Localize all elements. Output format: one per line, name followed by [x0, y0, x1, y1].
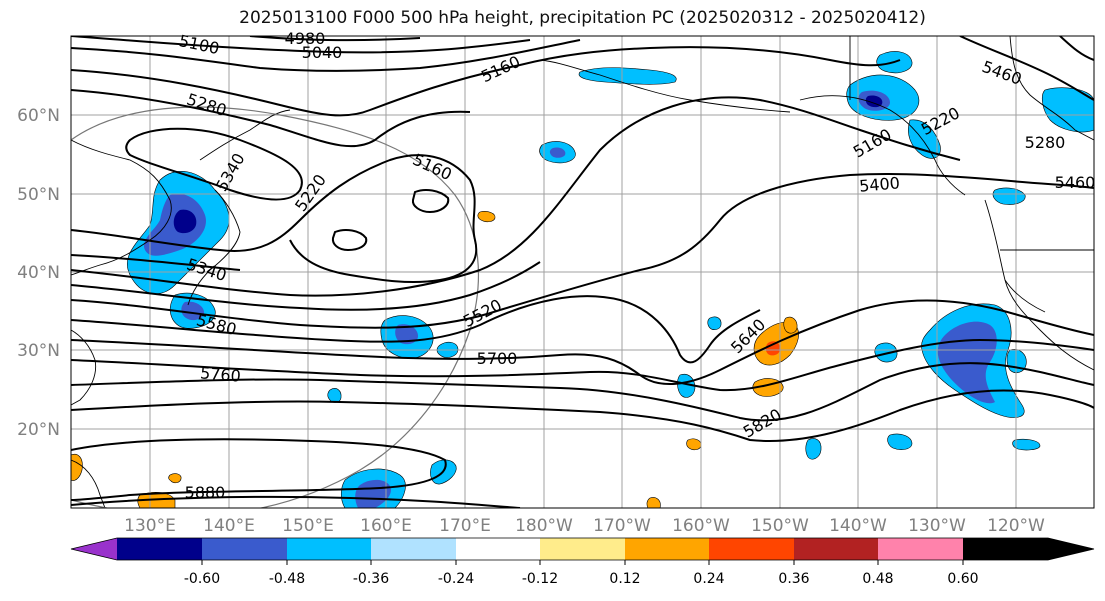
contour-label: 4980	[285, 29, 326, 48]
precipitation-shading	[71, 51, 1094, 508]
contour-label: 5400	[858, 173, 900, 195]
contour-label: 5700	[477, 349, 518, 368]
plot-frame	[70, 35, 1095, 509]
contour-label: 5460	[980, 57, 1025, 89]
lon-label-150w: 150°W	[751, 516, 809, 536]
colorbar: -0.60 -0.48 -0.36 -0.24 -0.12 0.12 0.24 …	[70, 537, 1095, 587]
lon-label-130e: 130°E	[124, 516, 176, 536]
colorbar-swatch	[540, 538, 625, 560]
colorbar-swatch	[117, 538, 202, 560]
colorbar-outline	[70, 537, 1095, 561]
colorbar-tick-label: 0.48	[862, 571, 893, 587]
contour-label: 5160	[410, 150, 455, 184]
colorbar-tick-label: -0.48	[269, 571, 305, 587]
coastlines	[71, 36, 1094, 508]
lon-label-180w: 180°W	[515, 516, 573, 536]
lat-label-60n: 60°N	[17, 106, 60, 126]
colorbar-swatch	[625, 538, 709, 560]
colorbar-swatch	[456, 538, 540, 560]
lat-label-40n: 40°N	[17, 263, 60, 283]
colorbar-swatch	[794, 538, 878, 560]
contour-label: 5280	[1025, 133, 1066, 152]
colorbar-swatch	[287, 538, 371, 560]
lon-label-160w: 160°W	[672, 516, 730, 536]
lon-label-140w: 140°W	[829, 516, 887, 536]
lat-label-30n: 30°N	[17, 341, 60, 361]
lon-label-130w: 130°W	[908, 516, 966, 536]
lat-label-50n: 50°N	[17, 185, 60, 205]
colorbar-tick-label: 0.12	[609, 571, 640, 587]
contour-label: 5340	[212, 150, 249, 195]
colorbar-tick-label: 0.60	[947, 571, 978, 587]
lon-label-160e: 160°E	[360, 516, 412, 536]
contour-label: 5820	[740, 405, 785, 442]
colorbar-tick-label: 0.24	[693, 571, 724, 587]
colorbar-tick-label: -0.36	[353, 571, 389, 587]
contour-label: 5220	[918, 103, 963, 139]
colorbar-tick-label: -0.60	[184, 571, 220, 587]
colorbar-tick-label: -0.24	[438, 571, 474, 587]
colorbar-swatch	[878, 538, 963, 560]
contour-label: 5460	[1055, 173, 1096, 192]
lon-label-150e: 150°E	[282, 516, 334, 536]
lon-label-140e: 140°E	[203, 516, 255, 536]
contour-label: 5580	[194, 310, 238, 339]
lon-label-120w: 120°W	[987, 516, 1045, 536]
colorbar-swatch	[202, 538, 287, 560]
lon-label-170w: 170°W	[593, 516, 651, 536]
contour-label: 5880	[185, 483, 226, 502]
contour-label: 5760	[199, 363, 241, 385]
colorbar-swatch	[371, 538, 456, 560]
lat-label-20n: 20°N	[17, 420, 60, 440]
map-title: 2025013100 F000 500 hPa height, precipit…	[239, 8, 926, 28]
lon-label-170e: 170°E	[439, 516, 491, 536]
contour-label: 5520	[460, 295, 505, 331]
colorbar-swatch	[71, 538, 117, 560]
contour-label: 5100	[177, 31, 221, 58]
colorbar-tick-label: 0.36	[778, 571, 809, 587]
contour-label: 5040	[302, 43, 343, 62]
height-contours	[71, 36, 1094, 508]
colorbar-swatch	[963, 538, 1094, 560]
colorbar-swatch	[709, 538, 794, 560]
contour-label: 5160	[850, 125, 895, 162]
latitude-labels: 60°N 50°N 40°N 30°N 20°N	[17, 106, 60, 440]
longitude-labels: 130°E 140°E 150°E 160°E 170°E 180°W 170°…	[124, 516, 1045, 536]
colorbar-tick-label: -0.12	[522, 571, 558, 587]
